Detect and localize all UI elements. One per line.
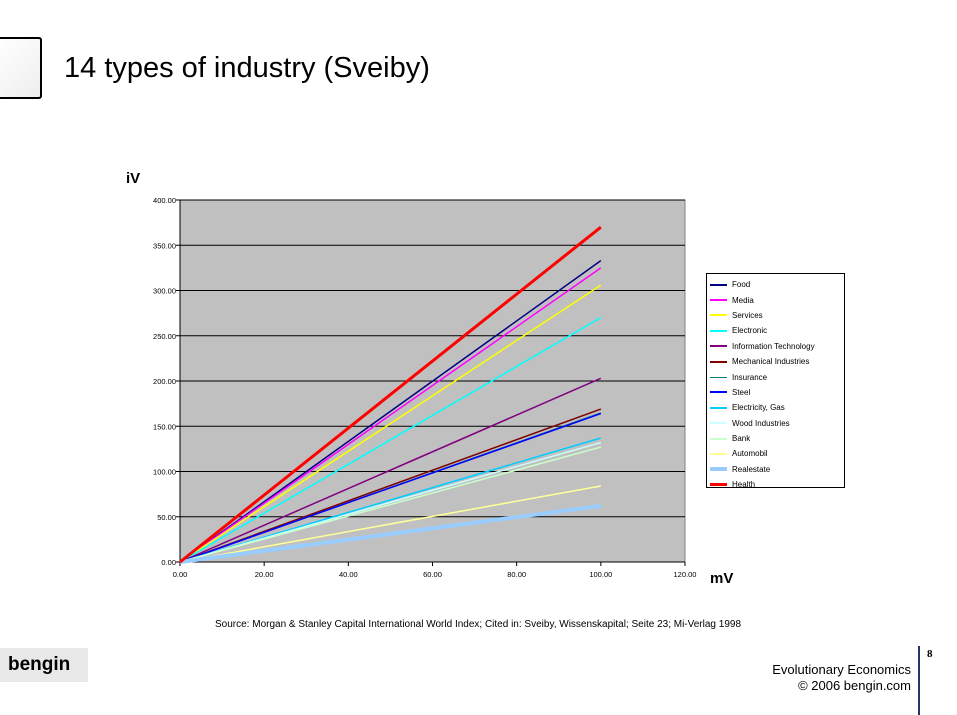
corner-decoration	[0, 37, 42, 99]
bengin-logo: bengin	[0, 648, 88, 682]
legend-item: Services	[707, 308, 844, 323]
legend-swatch	[710, 283, 727, 286]
y-tick-label: 100.00	[153, 468, 176, 477]
series-line-realestate	[179, 503, 602, 564]
slide-title: 14 types of industry (Sveiby)	[64, 52, 430, 84]
legend-item: Electricity, Gas	[707, 400, 844, 415]
footer-course-name: Evolutionary Economics	[772, 662, 911, 677]
legend-label: Bank	[732, 434, 751, 444]
x-tick-label: 80.00	[507, 570, 526, 579]
legend-swatch	[710, 422, 727, 425]
legend-label: Steel	[732, 387, 751, 397]
y-tick-label: 0.00	[161, 558, 176, 567]
legend-item: Bank	[707, 431, 844, 446]
y-axis-label: iV	[126, 170, 140, 187]
legend-item: Electronic	[707, 323, 844, 338]
x-tick-label: 100.00	[589, 570, 612, 579]
legend-swatch	[710, 391, 727, 394]
legend-swatch	[710, 329, 727, 332]
legend-label: Mechanical Industries	[732, 357, 810, 367]
series-line-media	[179, 267, 602, 563]
x-tick-label: 40.00	[339, 570, 358, 579]
series-line-bank	[179, 446, 602, 563]
legend-swatch	[710, 483, 727, 487]
legend-item: Information Technology	[707, 339, 844, 354]
y-tick-label: 300.00	[153, 287, 176, 296]
x-tick-label: 0.00	[173, 570, 188, 579]
legend-item: Food	[707, 277, 844, 292]
legend-swatch	[710, 314, 727, 317]
y-tick-label: 250.00	[153, 332, 176, 341]
series-line-food	[179, 260, 602, 563]
x-tick-label: 120.00	[674, 570, 697, 579]
legend-label: Realestate	[732, 464, 771, 474]
legend-swatch	[710, 345, 727, 348]
legend-label: Services	[732, 310, 763, 320]
x-axis-label: mV	[710, 570, 733, 587]
series-line-automobil	[179, 485, 601, 563]
legend-label: Information Technology	[732, 341, 815, 351]
legend-label: Food	[732, 280, 751, 290]
y-tick-label: 400.00	[153, 196, 176, 205]
legend-item: Realestate	[707, 462, 844, 477]
legend-swatch	[710, 299, 727, 302]
legend-item: Insurance	[707, 369, 844, 384]
y-tick-label: 150.00	[153, 422, 176, 431]
legend-item: Steel	[707, 385, 844, 400]
footer-copyright: © 2006 bengin.com	[798, 678, 911, 693]
legend-label: Health	[732, 480, 756, 490]
legend-label: Automobil	[732, 449, 768, 459]
legend-swatch	[710, 406, 727, 409]
footer-divider	[918, 646, 920, 715]
legend-label: Insurance	[732, 372, 768, 382]
source-citation: Source: Morgan & Stanley Capital Interna…	[215, 619, 742, 630]
legend-item: Media	[707, 292, 844, 307]
series-line-information-technology	[179, 377, 602, 563]
x-tick-label: 60.00	[423, 570, 442, 579]
series-line-services	[179, 284, 602, 563]
legend-item: Mechanical Industries	[707, 354, 844, 369]
page-number: 8	[927, 648, 933, 660]
series-line-electronic	[179, 317, 602, 563]
legend-swatch	[710, 376, 727, 378]
legend-label: Electricity, Gas	[732, 403, 785, 413]
legend-label: Electronic	[732, 326, 768, 336]
legend-item: Wood Industries	[707, 416, 844, 431]
y-tick-label: 200.00	[153, 377, 176, 386]
legend-swatch	[710, 467, 727, 472]
y-tick-label: 350.00	[153, 241, 176, 250]
x-tick-label: 20.00	[255, 570, 274, 579]
chart-legend: Food Media Services Electronic Information T…	[706, 273, 845, 489]
legend-item: Health	[707, 477, 844, 492]
y-tick-label: 50.00	[157, 513, 176, 522]
legend-swatch	[710, 437, 727, 440]
legend-label: Wood Industries	[732, 418, 790, 428]
legend-label: Media	[732, 295, 754, 305]
series-line-steel	[179, 412, 602, 563]
legend-item: Automobil	[707, 446, 844, 461]
legend-swatch	[710, 452, 727, 455]
legend-swatch	[710, 360, 727, 363]
series-line-health	[179, 225, 602, 564]
